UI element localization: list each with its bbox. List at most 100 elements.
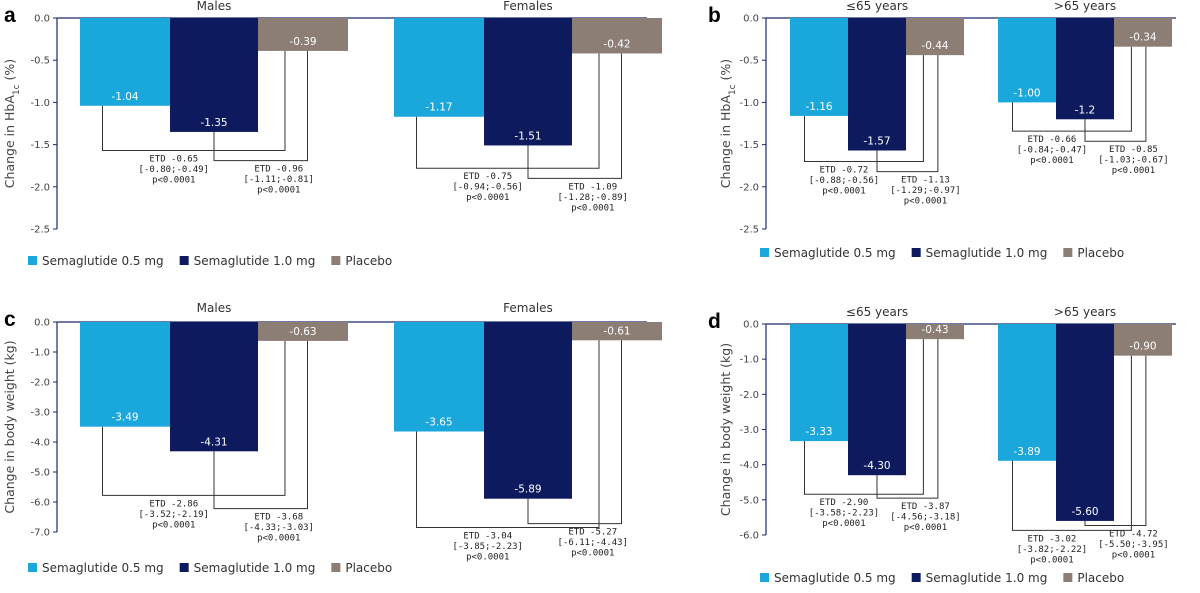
etd-annotation: [-4.33;-3.03]: [244, 523, 314, 533]
etd-annotation: p<0.0001: [571, 549, 614, 559]
y-tick-label: 0.0: [743, 320, 759, 331]
group-label: >65 years: [1054, 305, 1116, 319]
legend-swatch: [1063, 573, 1073, 582]
y-tick-label: -7.0: [30, 528, 50, 539]
etd-annotation: ETD -0.75: [463, 172, 512, 182]
bar: [998, 324, 1056, 461]
y-tick-label: -2.5: [30, 225, 50, 236]
bar-value-label: -0.42: [603, 38, 630, 50]
bar-value-label: -4.31: [200, 436, 227, 448]
etd-annotation: p<0.0001: [1030, 156, 1073, 166]
etd-annotation: p<0.0001: [822, 186, 865, 196]
bar: [484, 322, 572, 499]
etd-annotation: p<0.0001: [904, 197, 947, 207]
panel-letter: b: [708, 4, 721, 27]
legend-swatch: [760, 248, 769, 257]
bar: [848, 18, 906, 151]
legend-swatch: [911, 248, 921, 257]
bar-value-label: -0.61: [603, 325, 630, 337]
etd-annotation: ETD -1.13: [901, 176, 950, 186]
etd-bracket: [1012, 46, 1132, 132]
etd-annotation: p<0.0001: [822, 519, 865, 529]
group-label: ≤65 years: [846, 0, 908, 13]
etd-annotation: p<0.0001: [1030, 555, 1073, 565]
legend-swatch: [28, 256, 37, 265]
bar-value-label: -1.04: [111, 91, 138, 103]
legend-entry: Semaglutide 0.5 mg: [774, 571, 896, 585]
legend-entry: Semaglutide 0.5 mg: [774, 246, 896, 260]
etd-annotation: ETD -3.87: [901, 502, 950, 512]
etd-bracket: [102, 340, 286, 496]
etd-annotation: p<0.0001: [257, 186, 300, 196]
bar-value-label: -0.34: [1129, 32, 1156, 44]
bar: [170, 322, 258, 452]
y-tick-label: -2.0: [30, 378, 50, 389]
y-tick-label: -6.0: [30, 498, 50, 509]
etd-annotation: [-0.88;-0.56]: [809, 176, 879, 186]
bar-value-label: -3.33: [805, 426, 832, 438]
etd-annotation: [-1.28;-0.89]: [558, 193, 628, 203]
etd-bracket: [876, 55, 939, 173]
legend-swatch: [179, 256, 189, 265]
panel-letter: d: [708, 310, 721, 333]
y-tick-label: -5.0: [30, 468, 50, 479]
bar: [572, 322, 662, 341]
bar-value-label: -5.60: [1071, 506, 1098, 518]
y-tick-label: -6.0: [739, 531, 759, 542]
y-tick-label: -2.0: [739, 390, 759, 401]
etd-bracket: [876, 339, 939, 499]
group-label: Females: [503, 0, 553, 13]
y-tick-label: -1.0: [30, 98, 50, 109]
bar: [394, 322, 484, 432]
bar-value-label: -4.30: [863, 460, 890, 472]
etd-annotation: ETD -4.72: [1109, 530, 1158, 540]
etd-bracket: [213, 340, 308, 510]
y-axis-label: Change in HbA1c (%): [2, 59, 22, 188]
bar-value-label: -1.35: [200, 117, 227, 129]
legend-entry: Semaglutide 1.0 mg: [194, 254, 316, 268]
bar: [258, 18, 348, 51]
etd-annotation: [-0.84;-0.47]: [1017, 146, 1087, 156]
legend-swatch: [28, 563, 37, 572]
etd-bracket: [416, 53, 600, 169]
etd-annotation: p<0.0001: [904, 523, 947, 533]
legend-swatch: [911, 573, 921, 582]
bar-value-label: -1.00: [1013, 87, 1040, 99]
bar: [258, 322, 348, 341]
bar-value-label: -3.49: [111, 412, 138, 424]
bar: [1114, 18, 1172, 47]
bar: [170, 18, 258, 132]
bar-value-label: -0.90: [1129, 341, 1156, 353]
y-tick-label: -3.0: [739, 425, 759, 436]
bar: [906, 18, 964, 56]
etd-annotation: [-3.85;-2.23]: [453, 542, 523, 552]
etd-annotation: p<0.0001: [466, 193, 509, 203]
etd-annotation: ETD -3.02: [1028, 534, 1077, 544]
legend-swatch: [760, 573, 769, 582]
etd-annotation: ETD -0.96: [254, 165, 303, 175]
y-tick-label: -1.5: [739, 140, 759, 151]
etd-annotation: [-6.11;-4.43]: [558, 538, 628, 548]
y-tick-label: -1.5: [30, 140, 50, 151]
legend-swatch: [1063, 248, 1073, 257]
etd-bracket: [416, 340, 600, 528]
group-label: Males: [197, 301, 232, 315]
y-tick-label: -1.0: [739, 98, 759, 109]
legend-entry: Semaglutide 1.0 mg: [194, 561, 316, 575]
y-tick-label: -0.5: [739, 56, 759, 67]
legend-swatch: [331, 256, 341, 265]
etd-bracket: [804, 55, 924, 162]
etd-annotation: [-5.50;-3.95]: [1098, 540, 1168, 550]
etd-annotation: [-1.03;-0.67]: [1098, 156, 1168, 166]
etd-annotation: ETD -3.68: [254, 513, 303, 523]
etd-bracket: [804, 339, 924, 495]
legend-entry: Semaglutide 0.5 mg: [42, 561, 164, 575]
panel-letter: a: [4, 4, 16, 27]
bar-value-label: -1.16: [805, 101, 832, 113]
legend-entry: Semaglutide 0.5 mg: [42, 254, 164, 268]
panel-d: d Change in body weight (kg) 0.0 -1.0 -2.0 -3…: [708, 305, 1176, 585]
bar: [572, 18, 662, 54]
bar: [998, 18, 1056, 103]
y-tick-label: -4.0: [30, 438, 50, 449]
